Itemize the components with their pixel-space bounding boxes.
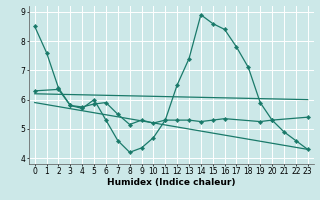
X-axis label: Humidex (Indice chaleur): Humidex (Indice chaleur) (107, 178, 236, 187)
